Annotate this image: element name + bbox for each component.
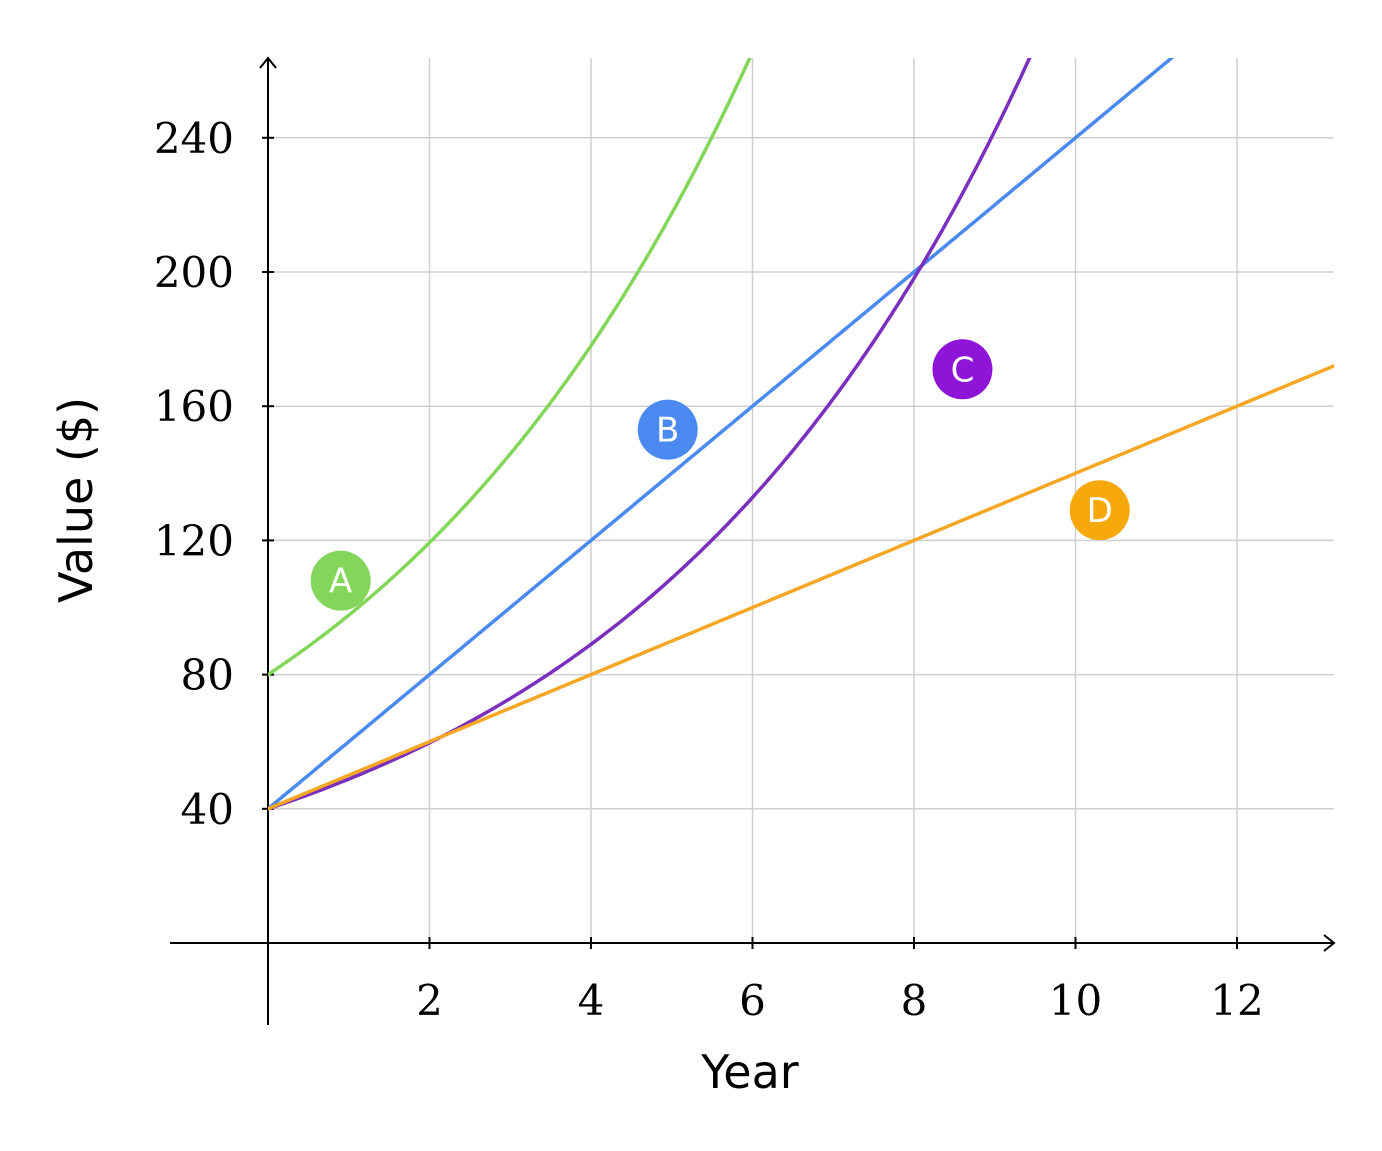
grid bbox=[268, 58, 1334, 943]
x-tick-label-12: 12 bbox=[1210, 976, 1263, 1025]
y-axis-arrowhead bbox=[259, 56, 277, 69]
y-tick-label-120: 120 bbox=[154, 516, 234, 565]
series-badge-label-b: B bbox=[656, 411, 679, 451]
tick-labels: 2 4 6 8 10 12 40 80 120 160 200 240 bbox=[154, 114, 1264, 1025]
series-badge-d: D bbox=[1069, 480, 1130, 541]
x-axis-title: Year bbox=[700, 1045, 798, 1099]
x-tick-label-4: 4 bbox=[578, 976, 605, 1025]
y-tick-label-160: 160 bbox=[154, 382, 234, 431]
series-badge-label-a: A bbox=[329, 562, 352, 602]
y-tick-label-40: 40 bbox=[181, 785, 234, 834]
series-badge-circle-c bbox=[932, 339, 993, 400]
y-axis-title: Value ($) bbox=[49, 397, 103, 603]
x-axis-arrowhead bbox=[1323, 934, 1336, 952]
x-tick-label-10: 10 bbox=[1049, 976, 1102, 1025]
series-badge-c: C bbox=[932, 339, 993, 400]
series-badge-circle-a bbox=[310, 550, 371, 611]
series-lines bbox=[268, 58, 1334, 811]
y-tick-label-200: 200 bbox=[154, 248, 234, 297]
series-badge-label-c: C bbox=[951, 350, 975, 390]
series-badge-label-d: D bbox=[1087, 491, 1113, 531]
series-line-b bbox=[268, 58, 1175, 811]
y-tick-label-80: 80 bbox=[181, 651, 234, 700]
series-line-c bbox=[268, 58, 1032, 811]
y-tick-label-240: 240 bbox=[154, 114, 234, 163]
series-badges: A B C D bbox=[310, 339, 1130, 611]
x-tick-label-6: 6 bbox=[739, 976, 766, 1025]
series-line-d bbox=[268, 364, 1334, 811]
series-badge-b: B bbox=[637, 399, 698, 460]
series-line-a bbox=[268, 58, 752, 677]
series-badge-a: A bbox=[310, 550, 371, 611]
series-badge-circle-d bbox=[1069, 480, 1130, 541]
x-tick-label-8: 8 bbox=[901, 976, 928, 1025]
x-tick-label-2: 2 bbox=[416, 976, 443, 1025]
series-badge-circle-b bbox=[637, 399, 698, 460]
